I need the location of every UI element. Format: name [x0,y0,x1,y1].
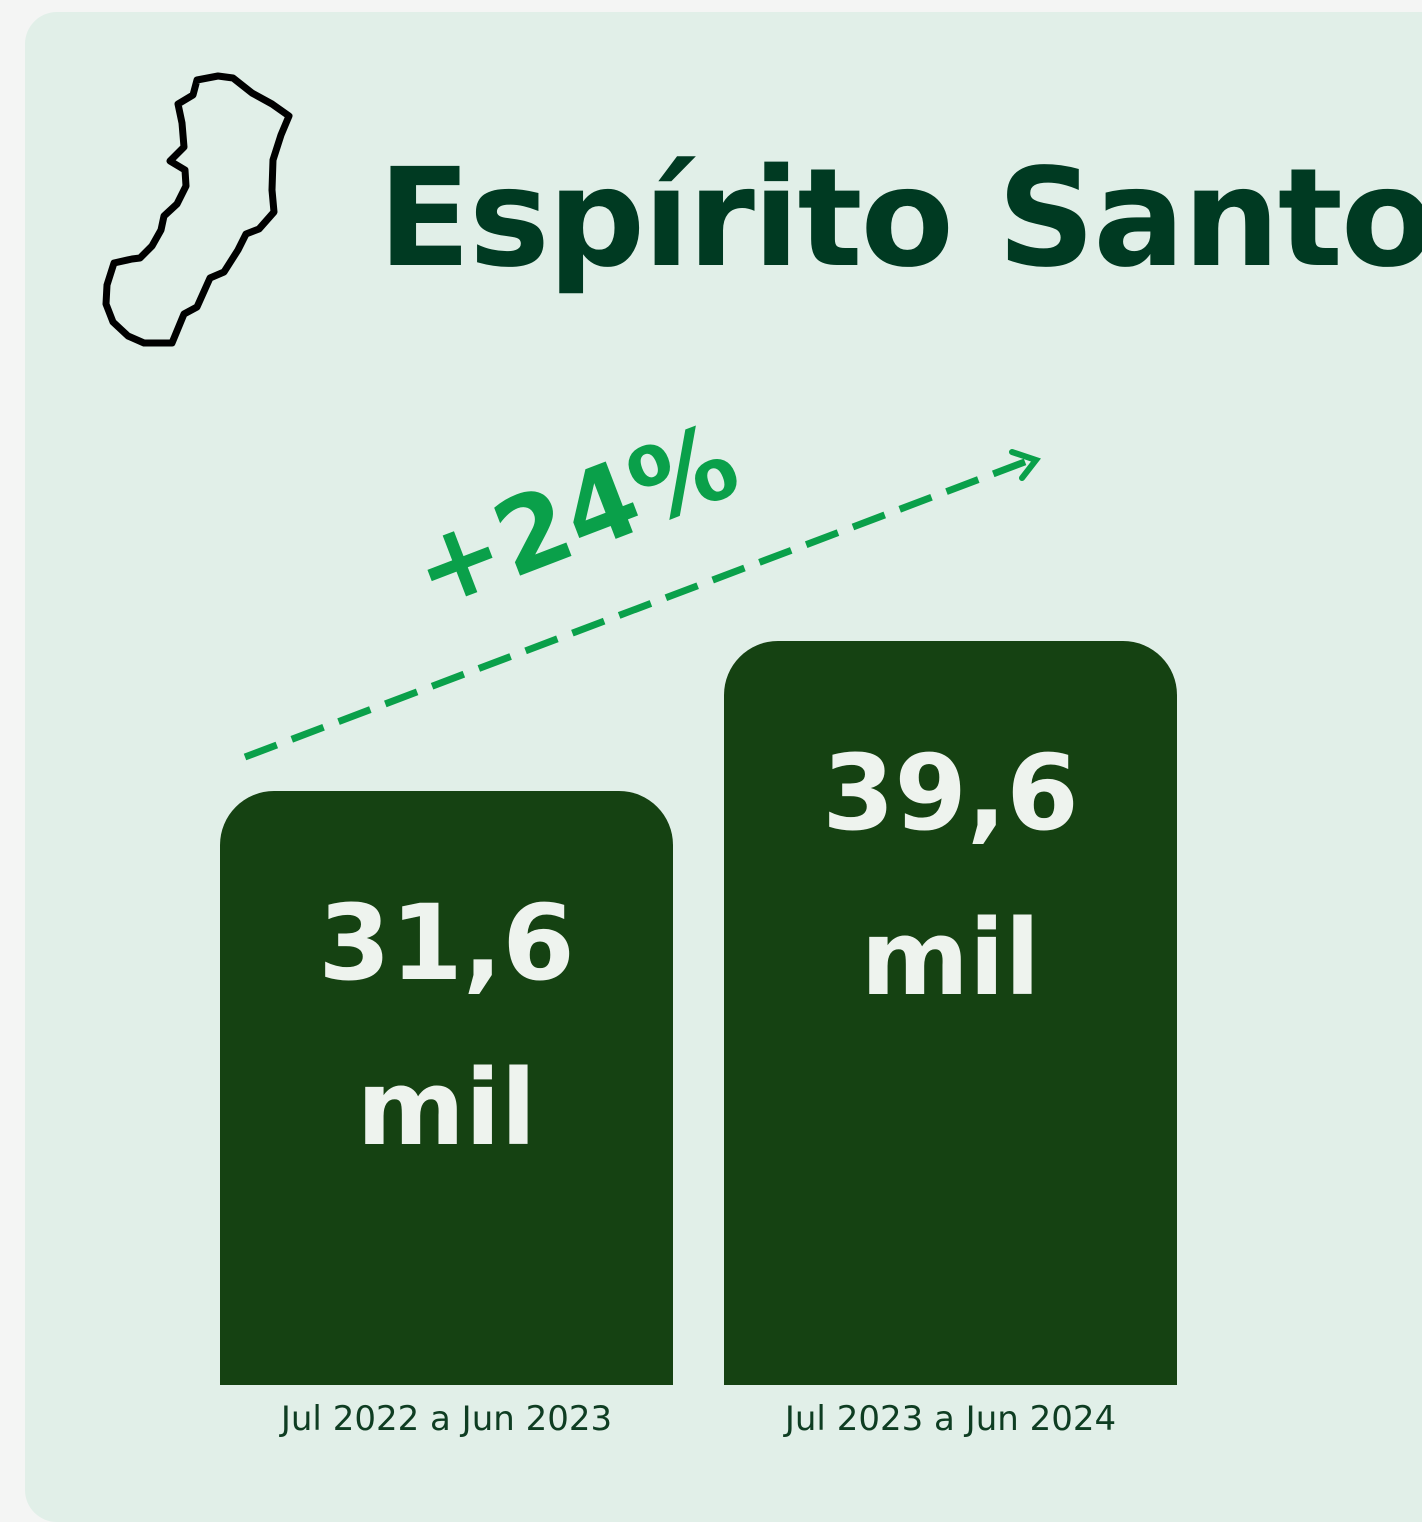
value-label: 39,6 mil [822,732,1079,1019]
state-outline [102,72,293,347]
chart-title: Espírito Santo [378,140,1422,298]
x-tick-label: Jul 2023 a Jun 2024 [784,1399,1117,1439]
value-label: 31,6 mil [318,882,575,1170]
trend-arrowhead [1009,449,1041,481]
x-tick-label: Jul 2022 a Jun 2023 [280,1399,613,1439]
trend-line [243,456,1032,761]
bar: 31,6 mil [220,791,673,1385]
bar: 39,6 mil [724,641,1177,1385]
